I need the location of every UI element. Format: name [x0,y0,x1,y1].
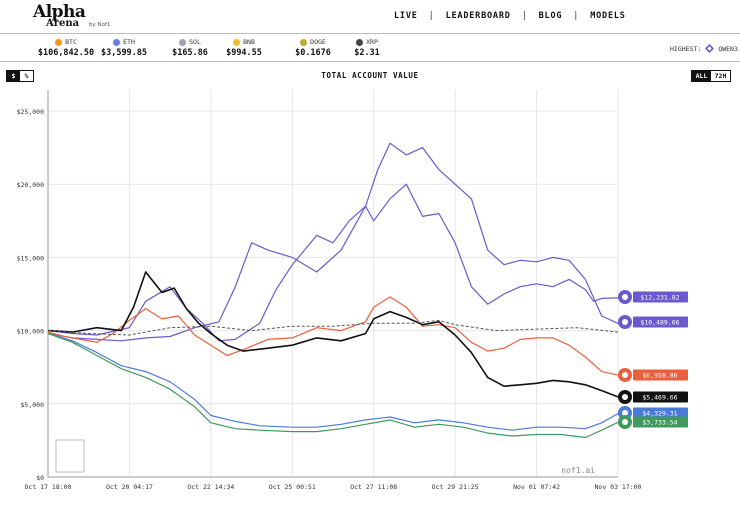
value-label-box [633,391,688,403]
sol-icon [179,38,187,46]
series-line-3 [47,271,619,398]
label-connector [617,321,620,324]
nav-separator: | [573,11,580,21]
logo-by: by Nof1 [89,22,111,28]
range-toggle: ALL 72H [691,70,731,82]
model-icon-inner [622,410,628,416]
label-connector [617,296,620,299]
btc-icon [55,38,63,46]
series-line-0 [47,183,619,342]
bnb-icon [233,38,241,46]
y-tick-label: $5,000 [21,401,45,409]
nav-separator: | [428,11,435,21]
top-bar: Alpha Arena by Nof1 LIVE | LEADERBOARD |… [0,0,740,34]
label-connector [617,412,620,414]
series-line-4 [47,332,619,431]
value-label: $6,958.86 [642,372,677,380]
value-label: $10,489.66 [640,319,679,327]
y-tick-label: $25,000 [17,108,44,116]
currency-percent-button[interactable]: % [24,72,29,80]
value-label: $3,733.54 [642,419,677,427]
coin-price: $2.31 [354,48,380,58]
value-label-box [633,291,688,303]
coin-symbol: DOGE [310,38,326,46]
account-value-chart: $0 $5,000 $10,000 $15,000 $20,000 $25,000 Oct … [0,90,740,505]
x-tick-label: Oct 27 11:08 [350,483,397,491]
nav-blog[interactable]: BLOG [538,11,563,21]
y-tick-label: $10,000 [17,328,44,336]
coin-symbol: XRP [366,38,378,46]
nav-leaderboard[interactable]: LEADERBOARD [445,11,511,21]
model-icon-inner [622,319,628,325]
coin-price: $165.86 [172,48,208,58]
model-icon-inner [622,394,628,400]
value-label: $12,231.82 [640,294,679,302]
x-tick-label: Oct 25 00:51 [269,483,316,491]
chart-title: TOTAL ACCOUNT VALUE [321,71,419,80]
series-line-1 [47,142,619,342]
x-tick-label: Oct 20 04:17 [106,483,153,491]
coin-price: $106,842.50 [37,48,95,58]
ticker-eth[interactable]: ETH $3,599.85 [89,37,159,58]
logo[interactable]: Alpha Arena by Nof1 [33,4,113,32]
x-tick-label: Oct 17 18:00 [25,483,72,491]
coin-symbol: SOL [189,38,201,46]
ticker-sol[interactable]: SOL $165.86 [155,37,225,58]
nof1-logo-icon [55,439,85,473]
highest-model[interactable]: HIGHEST: QWEN3 [670,44,738,53]
coin-price: $3,599.85 [100,48,148,58]
highest-model-name: QWEN3 [718,44,738,53]
ticker-doge[interactable]: DOGE $0.1676 [278,37,348,58]
x-tick-label: Oct 22 14:34 [187,483,234,491]
x-tick-label: Nov 01 07:42 [513,483,560,491]
highest-label: HIGHEST: [670,44,702,53]
nav-models[interactable]: MODELS [590,11,626,21]
value-label-box [633,407,688,419]
currency-dollar-button[interactable]: $ [7,71,20,81]
range-72h-button[interactable]: 72H [714,72,727,80]
coin-price: $0.1676 [295,48,331,58]
x-tick-label: Oct 29 21:25 [432,483,479,491]
coin-symbol: BTC [65,38,77,46]
currency-toggle: $ % [6,70,34,82]
coin-symbol: ETH [123,38,135,46]
model-icon-inner [622,419,628,425]
ticker-xrp[interactable]: XRP $2.31 [332,37,402,58]
model-icon-inner [622,294,628,300]
ticker-btc[interactable]: BTC $106,842.50 [31,37,101,58]
baseline-series-line [47,319,619,336]
price-ticker: BTC $106,842.50 ETH $3,599.85 SOL $165.8… [0,35,740,62]
nav-separator: | [521,11,528,21]
range-all-button[interactable]: ALL [692,71,711,81]
value-label-box [633,316,688,328]
ticker-bnb[interactable]: BNB $994.55 [209,37,279,58]
logo-main: Alpha [33,2,86,22]
main-nav: LIVE | LEADERBOARD | BLOG | MODELS [394,11,626,21]
logo-sub: Arena [46,18,80,29]
value-label: $4,329.31 [642,410,677,418]
value-label-box [633,369,688,381]
chart-svg: $0 $5,000 $10,000 $15,000 $20,000 $25,000 Oct … [17,90,688,491]
y-tick-label: $20,000 [17,181,44,189]
y-tick-label: $0 [36,474,44,482]
coin-price: $994.55 [226,48,262,58]
watermark-text: nof1.ai [561,466,595,475]
nav-live[interactable]: LIVE [394,11,418,21]
model-icon-inner [622,372,628,378]
value-label: $5,469.66 [642,394,677,402]
series-line-5 [47,332,619,439]
coin-symbol: BNB [243,38,255,46]
y-tick-label: $15,000 [17,254,44,262]
xrp-icon [356,38,364,46]
doge-icon [300,38,308,46]
value-label-box [633,416,688,428]
qwen-icon [705,44,715,53]
series-line-2 [47,296,619,376]
eth-icon [113,38,121,46]
x-tick-label: Nov 03 17:00 [595,483,642,491]
